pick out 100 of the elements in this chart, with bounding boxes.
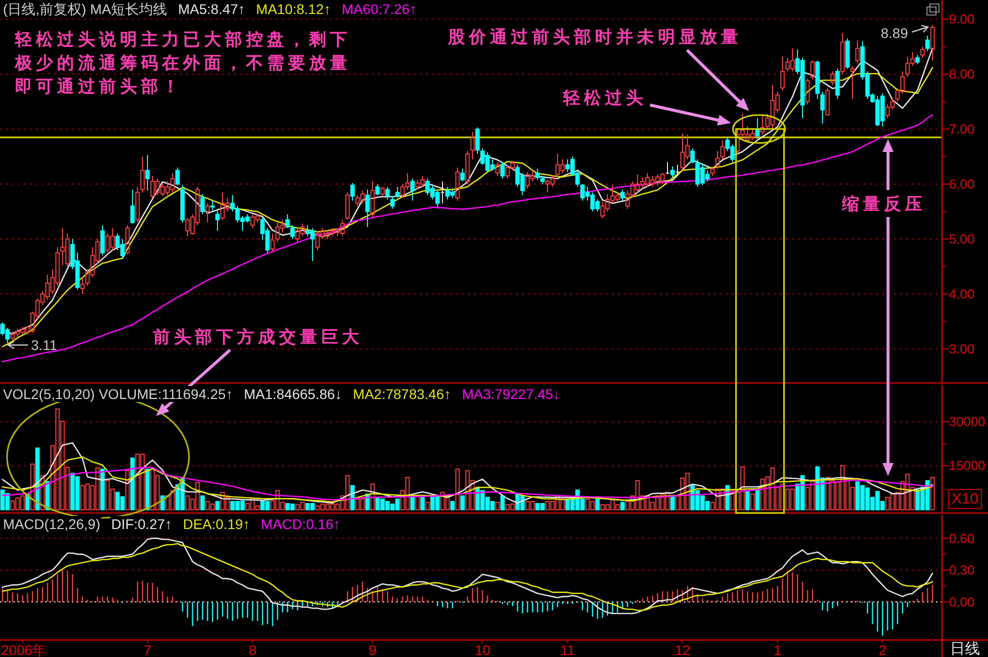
annotation: 3.11 — [31, 337, 58, 353]
candlestick — [175, 167, 180, 186]
candlestick — [440, 180, 445, 204]
candlestick — [145, 154, 150, 192]
bar — [620, 502, 625, 510]
annotation: 轻松过头 — [562, 88, 647, 108]
y-tick-label: 3.00 — [949, 341, 974, 356]
candlestick — [825, 87, 830, 116]
chart-title: VOL2(5,10,20) VOLUME:111694.25↑ — [3, 386, 233, 402]
bar — [750, 494, 755, 510]
bar — [450, 500, 455, 510]
y-tick-label: 4.00 — [949, 286, 974, 302]
y-tick-label: 0.30 — [949, 562, 974, 578]
bar — [410, 496, 415, 510]
candlestick — [125, 224, 130, 255]
candlestick — [715, 150, 720, 170]
candlestick — [100, 224, 105, 256]
candlestick — [915, 54, 920, 65]
x-tick-label: 9 — [368, 642, 377, 657]
candlestick — [395, 186, 400, 198]
text: MA60:7.26↑ — [342, 1, 416, 17]
y-axis-title: X10 — [952, 490, 978, 508]
candlestick — [180, 184, 185, 224]
candlestick — [720, 140, 725, 160]
line-series — [2, 466, 934, 500]
chart-title: (日线,前复权) MA短长均线 — [3, 1, 168, 17]
text: MA1:84665.86↓ — [244, 386, 342, 402]
candlestick — [535, 168, 540, 180]
annotation: 缩量反压 — [841, 194, 926, 214]
bar — [200, 495, 205, 510]
candlestick — [930, 24, 935, 61]
bar — [460, 495, 465, 510]
candlestick — [920, 46, 925, 58]
candlestick — [850, 65, 855, 100]
candlestick — [350, 182, 355, 202]
candlestick — [385, 186, 390, 200]
bar — [215, 500, 220, 510]
bar — [755, 490, 760, 510]
series-label: DIF:0.27↑ — [111, 516, 172, 532]
x-tick-label: 10 — [474, 642, 490, 657]
y-tick-label: 5.00 — [949, 232, 974, 247]
annotation: MACD:0.16↑ — [260, 516, 340, 532]
candlestick — [285, 214, 290, 229]
y-tick-label: 9.00 — [949, 12, 974, 27]
line-series — [2, 456, 934, 502]
candlestick — [270, 233, 275, 252]
candlestick — [205, 202, 210, 224]
bar — [745, 490, 750, 510]
candlestick — [80, 277, 85, 294]
line-series — [2, 442, 934, 504]
x-tick-label: 8 — [248, 642, 257, 657]
candlestick — [540, 175, 545, 185]
x-tick-label: 1 — [774, 642, 782, 657]
series-label: DEA:0.19↑ — [182, 516, 250, 532]
candlestick — [845, 38, 850, 70]
candlestick — [410, 178, 415, 202]
x-tick-label: 12 — [674, 642, 690, 657]
candlestick — [665, 162, 670, 175]
candlestick — [130, 189, 135, 224]
candlestick — [820, 91, 825, 124]
candlestick — [675, 164, 680, 176]
candlestick — [135, 186, 140, 224]
candlestick — [390, 196, 395, 210]
y-tick-label: 0.60 — [949, 530, 974, 546]
y-tick-label: 0.00 — [949, 594, 974, 610]
x-tick-label: 2006年 — [1, 642, 46, 657]
candlestick — [470, 131, 475, 160]
annotation: 8.89 — [880, 25, 908, 41]
text: MA2:78783.46↑ — [352, 386, 451, 402]
candlestick — [670, 166, 675, 178]
candlestick — [755, 118, 760, 140]
candlestick — [290, 224, 295, 240]
candlestick — [345, 192, 350, 220]
candlestick — [830, 70, 835, 86]
candlestick — [455, 167, 460, 202]
annotation: 股价通过前头部时并未明显放量 — [447, 28, 742, 46]
line-series — [2, 114, 934, 362]
text: MA3:79227.45↓ — [462, 386, 560, 402]
candlestick — [925, 35, 930, 52]
bar — [595, 498, 600, 510]
candlestick — [835, 68, 840, 100]
candlestick — [840, 32, 845, 75]
candlestick — [215, 208, 220, 232]
candlestick — [805, 78, 810, 105]
x-tick-label: 7 — [144, 642, 152, 657]
x-tick-label: 2 — [878, 642, 887, 657]
bar — [425, 502, 430, 510]
candlestick — [710, 167, 715, 176]
y-tick-label: 6.00 — [949, 176, 974, 192]
candlestick — [210, 200, 215, 212]
candlestick — [475, 126, 480, 154]
text: MA10:8.12↑ — [256, 1, 331, 17]
x-tick-label: 11 — [560, 642, 575, 657]
y-tick-label: 30000 — [949, 414, 986, 430]
candlestick — [760, 114, 765, 136]
candlestick — [815, 60, 820, 100]
candlestick — [495, 162, 500, 176]
text: MA5:8.47↑ — [178, 1, 246, 17]
annotation: 前头部下方成交量巨大 — [152, 328, 363, 346]
candlestick — [810, 60, 815, 80]
